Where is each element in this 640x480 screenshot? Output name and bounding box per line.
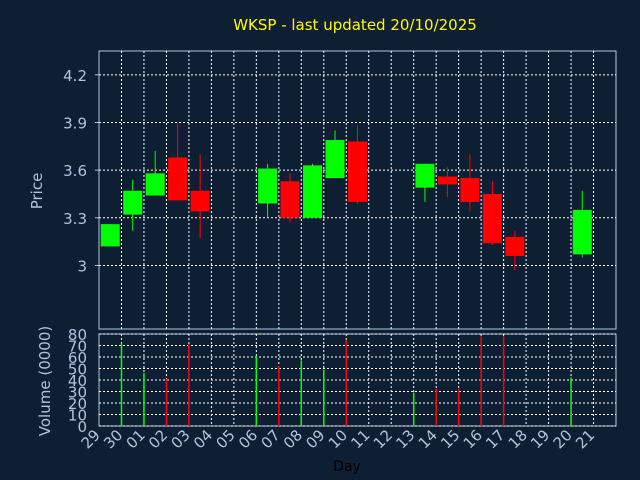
price-y-tick-label: 3.6: [63, 162, 87, 180]
candle-body: [100, 224, 120, 247]
candle: [100, 224, 120, 247]
price-panel-frame: [98, 50, 617, 330]
candle: [145, 151, 165, 196]
candle: [348, 125, 367, 204]
volume-y-tick-label: 40: [68, 372, 87, 390]
volume-y-tick-label: 70: [68, 338, 87, 356]
candle-body: [168, 157, 188, 201]
price-y-tick-label: 4.2: [63, 67, 87, 85]
candle-body: [505, 236, 525, 256]
chart-title: WKSP - last updated 20/10/2025: [233, 16, 477, 34]
price-panel: 3 3.3 3.6 3.9 4.2 Price: [28, 50, 617, 330]
volume-y-tick-label: 50: [68, 361, 87, 379]
candle: [437, 166, 457, 198]
x-tick-labels: 2930010203040506070809101112131415161718…: [78, 426, 599, 452]
candle-body: [145, 173, 165, 196]
candle: [303, 163, 323, 218]
volume-axis-label: Volume (0000): [36, 326, 54, 436]
candle: [460, 154, 480, 212]
x-axis-label: Day: [333, 459, 361, 475]
candle: [168, 122, 188, 201]
candle: [505, 230, 525, 271]
volume-bars: [120, 336, 572, 426]
volume-y-tick-label: 20: [68, 395, 87, 413]
volume-y-tick-label: 10: [68, 407, 87, 425]
candle: [572, 190, 592, 258]
candle: [325, 130, 345, 179]
candle-body: [280, 181, 300, 218]
candle-body: [482, 193, 502, 244]
candle-body: [303, 165, 323, 218]
volume-y-tick-label: 60: [68, 349, 87, 367]
candle-body: [325, 139, 345, 179]
candle: [280, 173, 300, 223]
price-y-tick-label: 3.3: [63, 210, 87, 228]
candle: [190, 154, 210, 239]
candlesticks: [100, 122, 592, 271]
candle-body: [190, 190, 210, 212]
candle: [415, 163, 435, 202]
candle: [258, 163, 278, 218]
candle-body: [415, 163, 435, 188]
candle-body: [572, 209, 592, 255]
volume-y-tick-label: 80: [68, 326, 87, 344]
candle-body: [123, 190, 143, 215]
volume-y-tick-label: 30: [68, 384, 87, 402]
candle-body: [348, 141, 367, 202]
candle: [123, 179, 143, 231]
candle-body: [437, 176, 457, 185]
candle: [482, 181, 502, 245]
price-axis-label: Price: [28, 173, 46, 210]
candle-body: [460, 178, 480, 202]
candle-body: [258, 168, 278, 204]
price-y-tick-label: 3.9: [63, 114, 87, 132]
price-y-tick-label: 3: [77, 257, 87, 275]
price-y-tick-labels: 3 3.3 3.6 3.9 4.2: [63, 67, 99, 275]
volume-y-tick-label: 0: [77, 418, 87, 436]
